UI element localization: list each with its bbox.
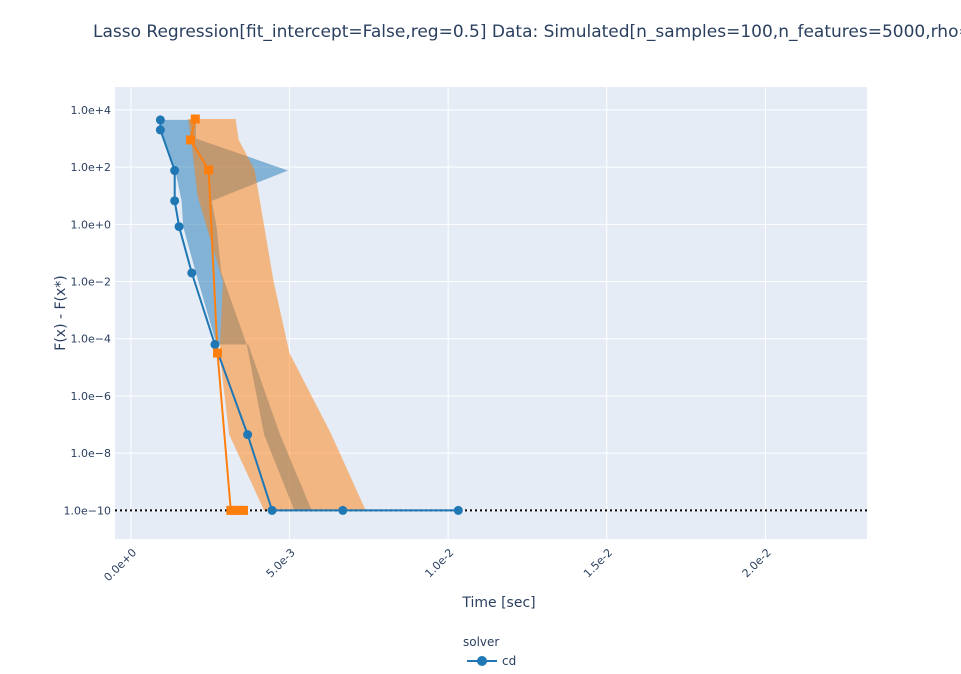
data-point-series-0[interactable] [174,222,184,232]
y-tick-label: 1.0e−4 [71,333,111,346]
data-point-series-1[interactable] [186,135,196,145]
data-point-series-1[interactable] [233,505,243,515]
y-tick-label: 1.0e+0 [71,218,111,231]
x-tick-label: 5.0e-3 [264,546,298,580]
x-tick-label: 2.0e-2 [740,546,774,580]
legend-title: solver [463,635,499,649]
legend-item-label: cd [502,654,516,668]
data-point-series-0[interactable] [243,430,253,440]
x-tick-label: 1.5e-2 [581,546,615,580]
data-point-series-0[interactable] [453,505,463,515]
data-point-series-0[interactable] [170,166,180,176]
data-point-series-0[interactable] [267,505,277,515]
series-markers[interactable] [155,114,463,515]
x-tick-label: 0.0e+0 [101,546,139,584]
x-tick-label: 1.0e-2 [422,546,456,580]
y-tick-label: 1.0e−8 [71,447,111,460]
data-point-series-0[interactable] [155,115,165,125]
legend[interactable]: solver cd [463,635,516,668]
confidence-bands [160,119,458,511]
data-point-series-1[interactable] [204,165,214,175]
confidence-band-series-0 [160,119,458,511]
data-point-series-0[interactable] [170,196,180,206]
data-point-series-0[interactable] [155,125,165,135]
x-axis-title: Time [sec] [461,595,535,611]
y-tick-label: 1.0e−10 [64,504,111,517]
y-tick-label: 1.0e−2 [71,276,111,289]
x-axis-ticks: 0.0e+0 5.0e-3 1.0e-2 1.5e-2 2.0e-2 [101,546,773,584]
y-tick-label: 1.0e+2 [71,161,111,174]
chart-title: Lasso Regression[fit_intercept=False,reg… [93,22,961,42]
data-point-series-1[interactable] [190,114,200,124]
confidence-band-series-1 [188,119,366,511]
data-point-series-1[interactable] [212,348,222,358]
data-point-series-0[interactable] [210,339,220,349]
y-axis-title: F(x) - F(x*) [53,275,69,350]
y-tick-label: 1.0e+4 [71,104,111,117]
y-axis-ticks: 1.0e+4 1.0e+2 1.0e+0 1.0e−2 1.0e−4 1.0e−6 1.0e… [64,104,111,518]
legend-swatch-marker [477,656,487,666]
data-point-series-0[interactable] [338,505,348,515]
y-tick-label: 1.0e−6 [71,390,111,403]
data-point-series-0[interactable] [187,268,197,278]
data-point-series-1[interactable] [239,505,249,515]
legend-item-cd[interactable]: cd [467,654,516,668]
